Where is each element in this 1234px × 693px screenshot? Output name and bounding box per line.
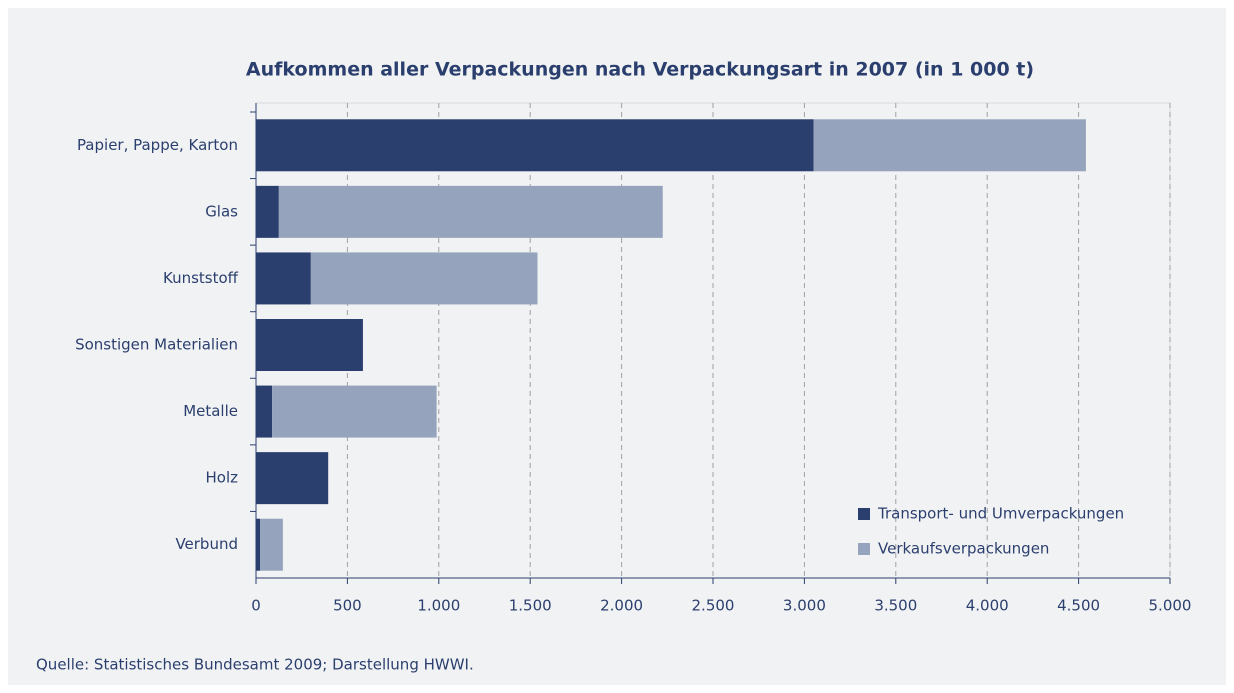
bar — [256, 119, 814, 172]
y-tick-label: Papier, Pappe, Karton — [77, 136, 238, 154]
x-tick-label: 3.000 — [783, 597, 826, 615]
bar — [272, 385, 437, 438]
x-tick-label: 4.000 — [966, 597, 1009, 615]
bar — [260, 518, 283, 571]
legend-label: Verkaufsverpackungen — [878, 540, 1049, 558]
x-tick-label: 1.500 — [509, 597, 552, 615]
bar — [310, 252, 538, 305]
y-tick-label: Glas — [205, 202, 238, 220]
bar — [256, 185, 279, 238]
x-tick-label: 3.500 — [874, 597, 917, 615]
y-tick-label: Metalle — [183, 402, 238, 420]
y-tick-label: Sonstigen Materialien — [75, 336, 238, 354]
bar — [256, 319, 363, 371]
legend-swatch — [858, 508, 870, 520]
x-tick-label: 500 — [333, 597, 362, 615]
y-tick-label: Kunststoff — [163, 269, 239, 287]
legend-swatch — [858, 543, 870, 555]
x-tick-label: 1.000 — [417, 597, 460, 615]
bar — [278, 185, 663, 238]
chart-title: Aufkommen aller Verpackungen nach Verpac… — [246, 59, 1034, 81]
x-tick-label: 0 — [251, 597, 261, 615]
x-tick-label: 5.000 — [1149, 597, 1192, 615]
x-tick-label: 2.000 — [600, 597, 643, 615]
bar — [256, 452, 329, 505]
y-tick-label: Verbund — [175, 535, 238, 553]
bar — [256, 518, 261, 571]
bar — [256, 385, 273, 438]
x-tick-label: 4.500 — [1057, 597, 1100, 615]
bar — [256, 252, 311, 305]
legend-label: Transport- und Umverpackungen — [877, 505, 1124, 523]
y-tick-label: Holz — [206, 469, 239, 487]
source: Quelle: Statistisches Bundesamt 2009; Da… — [36, 656, 474, 674]
x-tick-label: 2.500 — [692, 597, 735, 615]
bar — [813, 119, 1086, 172]
